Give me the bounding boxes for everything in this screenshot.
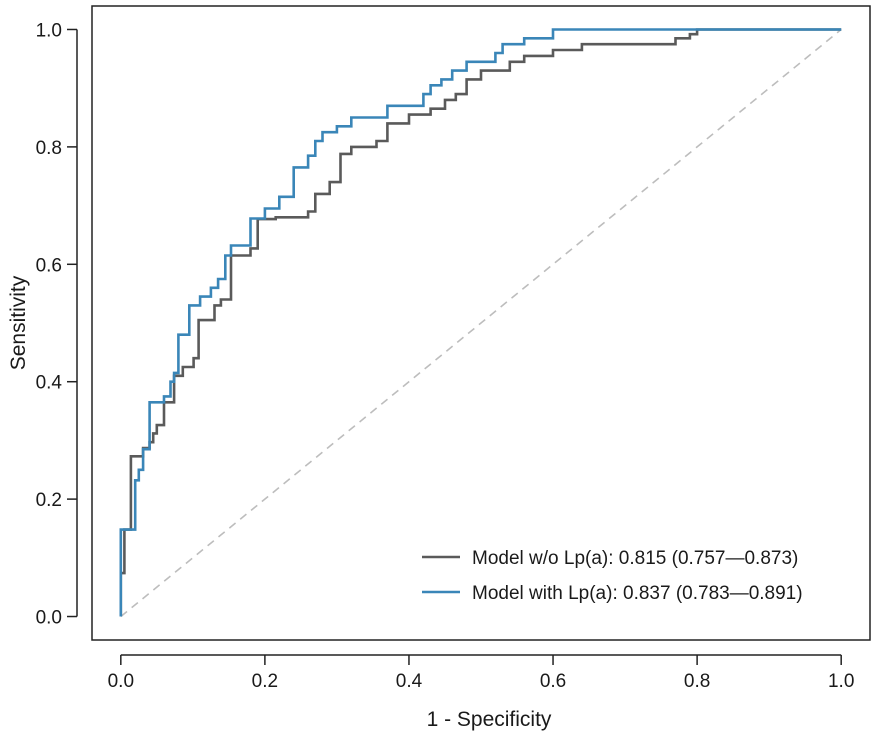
- x-tick-label: 0.6: [540, 671, 566, 692]
- y-tick-label: 0.0: [36, 608, 62, 629]
- y-tick-label: 0.6: [36, 255, 62, 276]
- y-tick-label: 1.0: [36, 20, 62, 41]
- legend: Model w/o Lp(a): 0.815 (0.757—0.873) Mode…: [422, 548, 803, 604]
- x-tick-label: 0.8: [684, 671, 710, 692]
- x-tick-label: 1.0: [828, 671, 854, 692]
- x-tick-label: 0.4: [396, 671, 423, 692]
- y-axis-title: Sensitivity: [7, 275, 30, 370]
- x-tick-label: 0.0: [108, 671, 134, 692]
- reference-layer: [121, 29, 841, 616]
- reference-diagonal-line: [121, 29, 841, 616]
- x-tick-label: 0.2: [252, 671, 278, 692]
- x-axis-title: 1 - Specificity: [427, 708, 552, 731]
- legend-label: Model w/o Lp(a): 0.815 (0.757—0.873): [472, 548, 798, 569]
- legend-label: Model with Lp(a): 0.837 (0.783—0.891): [472, 583, 803, 604]
- y-tick-label: 0.4: [36, 373, 63, 394]
- roc-chart: 0.0 0.2 0.4 0.6 0.8 1.0 0.0 0.2 0.4 0.6 0.8 1.0 1 …: [0, 0, 886, 738]
- x-axis: 0.0 0.2 0.4 0.6 0.8 1.0: [108, 655, 855, 692]
- y-tick-label: 0.2: [36, 490, 62, 511]
- y-axis: 0.0 0.2 0.4 0.6 0.8 1.0: [36, 20, 77, 628]
- y-tick-label: 0.8: [36, 138, 62, 159]
